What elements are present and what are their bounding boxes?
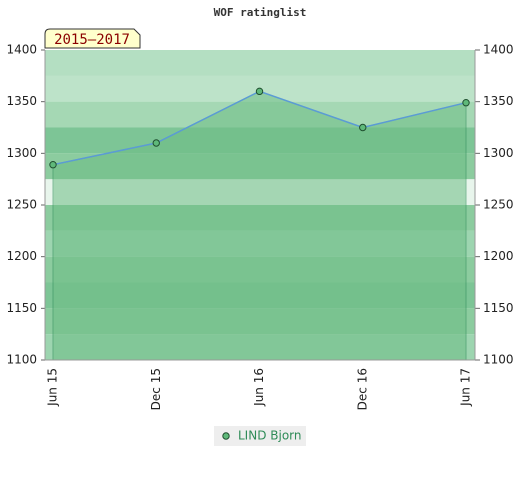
point — [152, 139, 160, 147]
y2-tick-label: 1350 — [483, 94, 514, 108]
y-tick-label: 1400 — [6, 43, 37, 57]
point — [255, 87, 264, 96]
plot-marks — [49, 87, 470, 361]
legend-box — [214, 426, 306, 446]
y-tick-label: 1350 — [6, 94, 37, 108]
y2-tick-label: 1250 — [483, 198, 514, 212]
y-tick-label: 1150 — [6, 301, 37, 315]
y2-tick-label: 1400 — [483, 43, 514, 57]
y2-tick-label: 1100 — [483, 353, 514, 367]
x-tick-label: Dec 16 — [355, 368, 369, 410]
chart-title: WOF ratinglist — [214, 6, 307, 19]
point — [462, 99, 470, 107]
y-tick-label: 1250 — [6, 198, 37, 212]
point — [49, 161, 57, 169]
y-tick-label: 1300 — [6, 146, 37, 160]
annotation-box — [44, 28, 141, 49]
x-tick-label: Jun 15 — [46, 368, 60, 407]
y-tick-label: 1200 — [6, 249, 37, 263]
legend-label: LIND Bjorn — [238, 429, 302, 443]
y-tick-label: 1100 — [6, 353, 37, 367]
y2-tick-label: 1200 — [483, 249, 514, 263]
y2-tick-label: 1150 — [483, 301, 514, 315]
x-tick-label: Jun 16 — [252, 368, 266, 407]
legend-marker — [222, 432, 230, 440]
x-tick-label: Dec 15 — [149, 368, 163, 410]
point — [359, 123, 367, 132]
annotation: 2015–2017 — [54, 32, 130, 48]
y2-tick-label: 1300 — [483, 146, 514, 160]
x-tick-label: Jun 17 — [459, 368, 473, 407]
